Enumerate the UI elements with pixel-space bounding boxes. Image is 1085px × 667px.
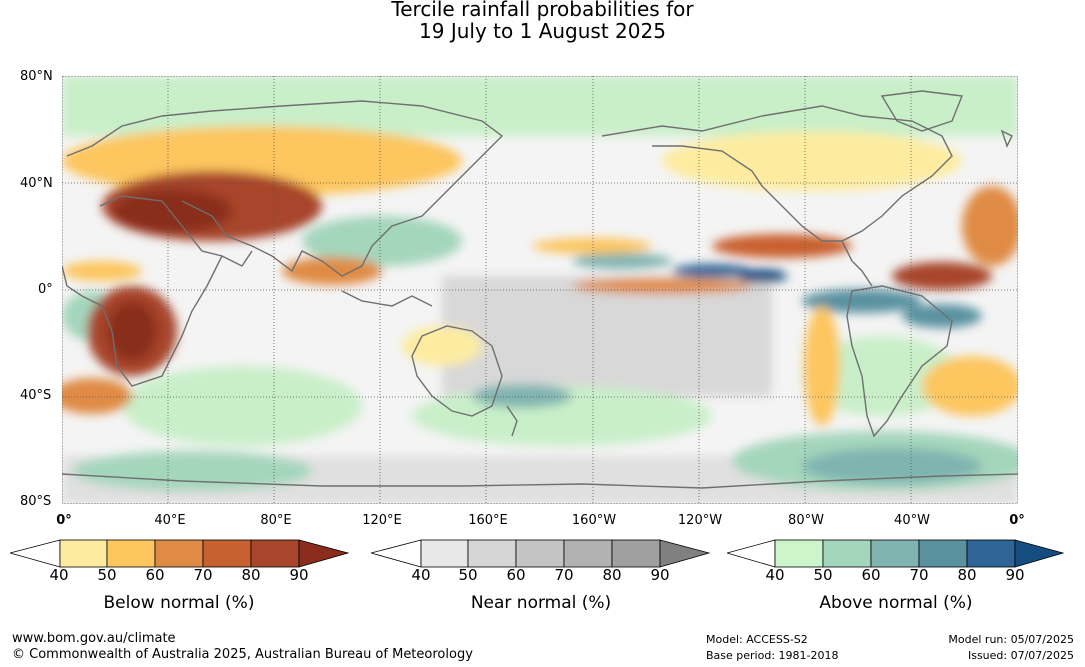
lat-label-40s: 40°S — [20, 388, 52, 403]
below-tick-50: 50 — [97, 566, 117, 584]
footer-issued: Issued: 07/07/2025 — [967, 649, 1074, 662]
below-tick-90: 90 — [289, 566, 309, 584]
below-normal-title: Below normal (%) — [103, 593, 255, 613]
footer-model-run: Model run: 05/07/2025 — [948, 633, 1074, 646]
legend-swatch-0-3 — [154, 539, 204, 568]
title-line-1: Tercile rainfall probabilities for — [391, 0, 694, 21]
below-tick-80: 80 — [241, 566, 261, 584]
title-line-2: 19 July to 1 August 2025 — [419, 19, 666, 43]
legend-swatch-1-1 — [420, 539, 469, 568]
lon-label-80w: 80°W — [788, 513, 824, 528]
legend-swatch-0-5 — [250, 539, 300, 568]
lon-label-40e: 40°E — [154, 513, 186, 528]
above-tick-90: 90 — [1005, 566, 1025, 584]
coastlines — [62, 90, 1018, 489]
legend-swatch-2-4 — [918, 539, 968, 568]
legend-swatch-1-4 — [563, 539, 613, 568]
above-tick-50: 50 — [813, 566, 833, 584]
legend-swatch-1-5 — [611, 539, 661, 568]
gridlines — [62, 76, 1018, 504]
above-normal-title: Above normal (%) — [819, 593, 973, 613]
below-tick-60: 60 — [145, 566, 165, 584]
legend-swatch-0-2 — [106, 539, 156, 568]
above-tick-60: 60 — [861, 566, 881, 584]
footer-model: Model: ACCESS-S2 — [706, 633, 808, 646]
probability-shading — [62, 76, 1018, 504]
legend-swatch-1-2 — [467, 539, 517, 568]
lon-label-120e: 120°E — [362, 513, 402, 528]
below-tick-70: 70 — [193, 566, 213, 584]
lat-label-80n: 80°N — [20, 69, 53, 84]
legend-swatch-2-2 — [822, 539, 872, 568]
footer-base-period: Base period: 1981-2018 — [706, 649, 839, 662]
rainfall-probability-map — [62, 76, 1018, 504]
near-tick-80: 80 — [602, 566, 622, 584]
legend-swatch-1-3 — [515, 539, 565, 568]
legend-swatch-1-0 — [371, 539, 422, 568]
lon-label-0-east: 0° — [1009, 513, 1025, 528]
legend-swatch-2-3 — [870, 539, 920, 568]
lon-label-120w: 120°W — [677, 513, 723, 528]
legend-swatch-2-1 — [774, 539, 824, 568]
near-tick-90: 90 — [650, 566, 670, 584]
lon-label-40w: 40°W — [894, 513, 930, 528]
legend-swatch-0-1 — [59, 539, 108, 568]
legend-swatch-2-0 — [727, 539, 776, 568]
legend-swatch-2-5 — [966, 539, 1016, 568]
lon-label-160e: 160°E — [468, 513, 508, 528]
near-tick-70: 70 — [554, 566, 574, 584]
lon-label-0: 0° — [56, 513, 72, 528]
near-tick-60: 60 — [506, 566, 526, 584]
lon-label-80e: 80°E — [260, 513, 292, 528]
near-tick-40: 40 — [411, 566, 431, 584]
below-tick-40: 40 — [49, 566, 69, 584]
lat-label-equator: 0° — [38, 282, 53, 297]
legend-swatch-0-6 — [298, 539, 350, 568]
lat-label-80s: 80°S — [20, 494, 52, 509]
legend-swatch-1-6 — [659, 539, 711, 568]
colorbar-above-normal — [727, 539, 1065, 568]
legend-swatch-0-0 — [10, 539, 61, 568]
near-normal-title: Near normal (%) — [470, 593, 612, 613]
above-tick-80: 80 — [957, 566, 977, 584]
colorbar-below-normal — [10, 539, 350, 568]
footer-url[interactable]: www.bom.gov.au/climate — [12, 631, 176, 646]
lat-label-40n: 40°N — [20, 176, 53, 191]
legend-swatch-2-6 — [1014, 539, 1065, 568]
near-tick-50: 50 — [458, 566, 478, 584]
colorbar-near-normal — [371, 539, 711, 568]
footer-copyright: © Commonwealth of Australia 2025, Austra… — [12, 647, 473, 662]
above-tick-70: 70 — [909, 566, 929, 584]
lon-label-160w: 160°W — [571, 513, 617, 528]
above-tick-40: 40 — [765, 566, 785, 584]
legend-swatch-0-4 — [202, 539, 252, 568]
